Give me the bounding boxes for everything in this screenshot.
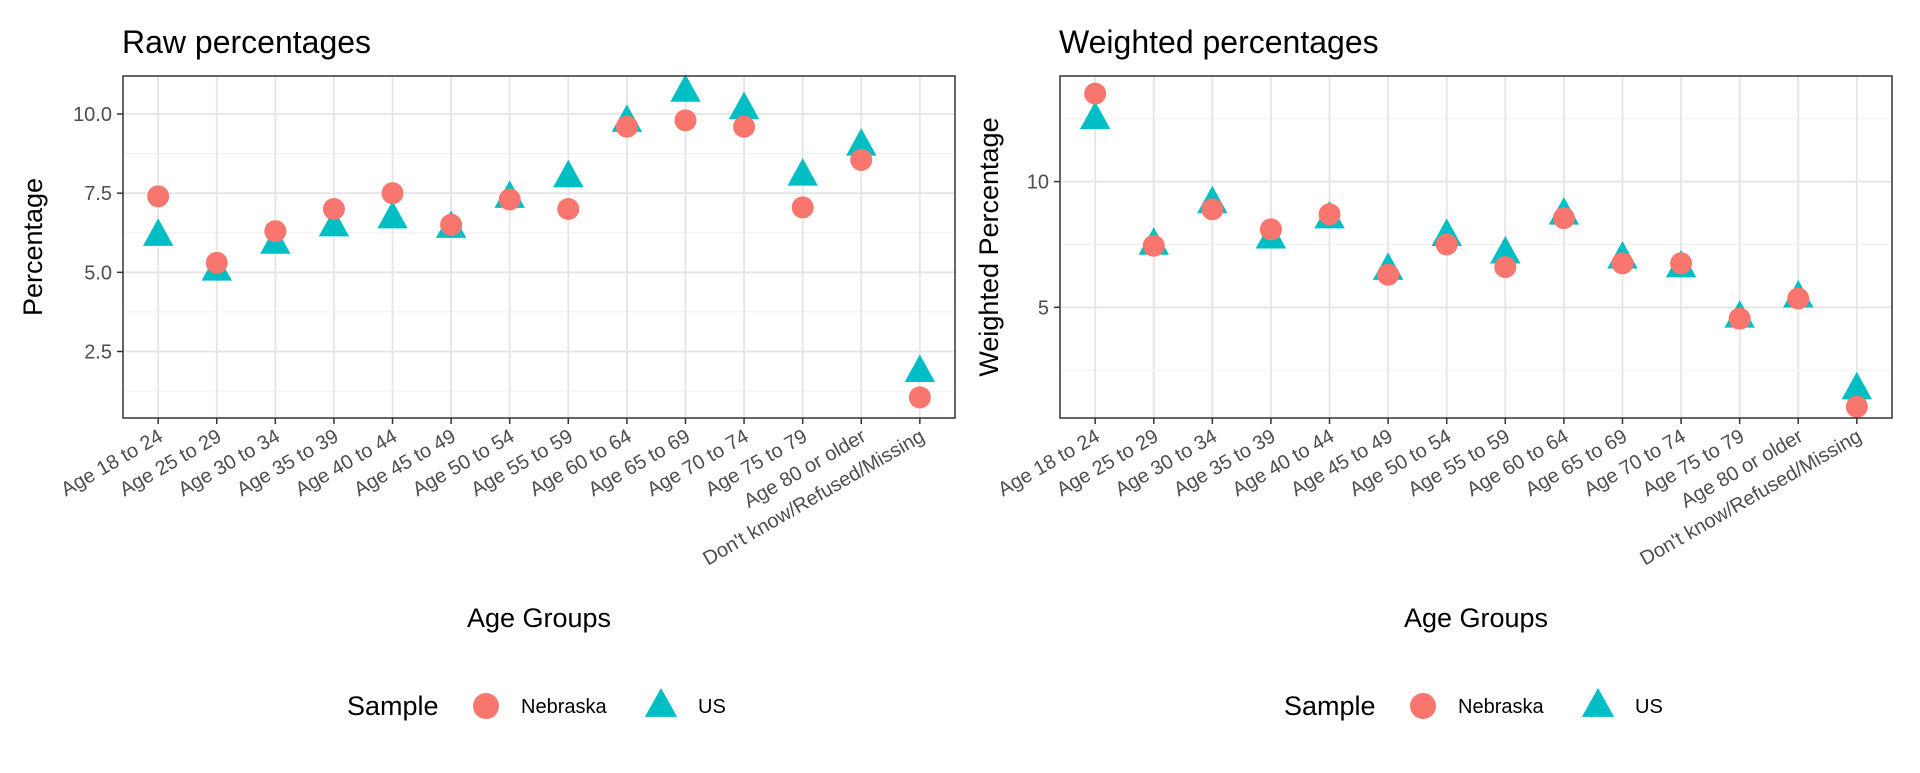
data-point-nebraska xyxy=(1728,307,1751,330)
data-point-nebraska xyxy=(615,115,638,138)
chart-title: Raw percentages xyxy=(122,24,371,60)
data-point-nebraska xyxy=(1201,198,1224,221)
chart-title: Weighted percentages xyxy=(1059,24,1379,60)
data-point-nebraska xyxy=(1435,233,1458,256)
data-point-nebraska xyxy=(1084,82,1107,105)
legend-label-nebraska: Nebraska xyxy=(1458,696,1544,718)
data-point-us xyxy=(553,159,584,188)
data-point-nebraska xyxy=(1787,287,1810,310)
legend: Sample Nebraska US xyxy=(347,688,726,721)
x-axis-label: Age Groups xyxy=(467,603,611,633)
data-point-us xyxy=(142,218,174,246)
data-point-nebraska xyxy=(498,188,521,211)
data-point-us xyxy=(1079,101,1111,130)
plot-background xyxy=(1060,76,1892,418)
data-point-us xyxy=(1490,236,1521,264)
data-point-us xyxy=(904,354,936,383)
data-point-nebraska xyxy=(674,109,697,132)
data-point-nebraska xyxy=(908,386,931,409)
data-point-nebraska xyxy=(1845,395,1868,418)
y-tick-label: 7.5 xyxy=(84,183,112,205)
data-point-nebraska xyxy=(147,185,170,208)
data-point-nebraska xyxy=(1670,252,1693,275)
data-point-us xyxy=(1841,371,1873,400)
y-axis-label: Weighted Percentage xyxy=(974,117,1004,376)
data-point-nebraska xyxy=(1377,263,1400,286)
data-point-us xyxy=(846,128,877,156)
data-point-us xyxy=(670,74,701,102)
legend-key-nebraska xyxy=(473,693,499,719)
x-axis-label: Age Groups xyxy=(1404,603,1548,633)
y-axis-label: Percentage xyxy=(18,178,48,316)
data-point-nebraska xyxy=(557,198,580,220)
plot-background xyxy=(123,76,955,418)
data-point-us xyxy=(377,200,408,229)
y-tick-label: 5.0 xyxy=(84,262,112,284)
data-point-nebraska xyxy=(440,213,463,236)
data-point-us xyxy=(728,91,760,120)
plot-border xyxy=(1059,75,1893,419)
data-point-us xyxy=(318,208,350,237)
data-point-nebraska xyxy=(322,198,345,220)
legend-key-nebraska xyxy=(1410,693,1436,719)
data-point-nebraska xyxy=(791,196,814,219)
y-tick-label: 10.0 xyxy=(73,104,112,126)
data-point-nebraska xyxy=(1142,234,1165,257)
data-point-us xyxy=(787,158,818,186)
y-tick-label: 10 xyxy=(1027,172,1049,194)
data-point-nebraska xyxy=(1552,207,1575,230)
legend-label-us: US xyxy=(1635,696,1663,718)
legend-title: Sample xyxy=(347,691,439,721)
data-point-nebraska xyxy=(733,115,756,138)
legend-label-nebraska: Nebraska xyxy=(521,696,607,718)
legend-key-us xyxy=(1581,688,1615,717)
plot-border xyxy=(122,75,956,419)
data-point-nebraska xyxy=(1494,256,1517,279)
data-point-nebraska xyxy=(1259,218,1282,241)
y-tick-label: 5 xyxy=(1038,297,1049,319)
legend-key-us xyxy=(644,688,678,717)
legend-title: Sample xyxy=(1284,691,1376,721)
y-tick-label: 2.5 xyxy=(84,342,112,364)
data-point-nebraska xyxy=(1611,252,1634,275)
data-point-nebraska xyxy=(264,220,287,243)
legend-label-us: US xyxy=(698,696,726,718)
data-point-nebraska xyxy=(381,182,404,205)
data-point-nebraska xyxy=(1318,203,1341,226)
data-point-nebraska xyxy=(205,251,228,274)
data-point-nebraska xyxy=(850,148,873,171)
legend: Sample Nebraska US xyxy=(1284,688,1663,721)
